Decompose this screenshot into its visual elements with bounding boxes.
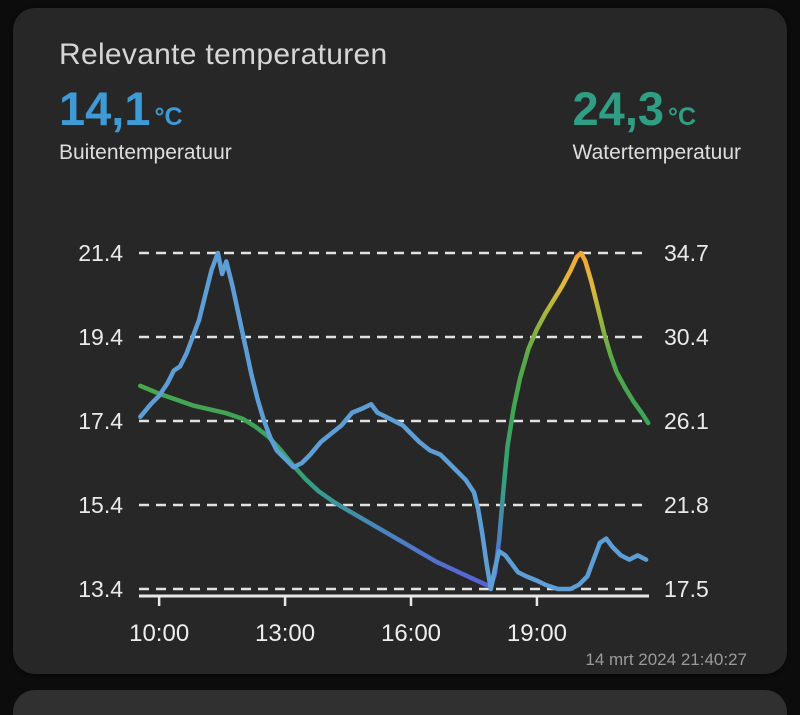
- water-temperature-unit: °C: [668, 103, 697, 131]
- temperature-chart[interactable]: 21.4 34.7 19.4 30.4 17.4 26.1 15.4 21.8 13.4 17.5…: [13, 8, 787, 674]
- temperature-card: Relevante temperaturen 14,1 °C Buitentem…: [13, 8, 787, 674]
- temperature-chart-svg[interactable]: 21.4 34.7 19.4 30.4 17.4 26.1 15.4 21.8 13.4 17.5…: [13, 8, 787, 674]
- outside-temperature-unit: °C: [154, 103, 183, 131]
- svg-text:16:00: 16:00: [381, 620, 441, 647]
- svg-text:21.4: 21.4: [78, 240, 123, 266]
- sensor-values-row: 14,1 °C Buitentemperatuur 24,3 °C Watert…: [59, 84, 741, 165]
- svg-text:30.4: 30.4: [664, 324, 709, 350]
- water-temperature-value: 24,3: [572, 82, 665, 135]
- outside-temperature-value-line: 14,1 °C: [59, 82, 232, 135]
- water-temperature-value-line: 24,3 °C: [572, 82, 741, 135]
- chart-timestamp: 14 mrt 2024 21:40:27: [585, 650, 747, 669]
- svg-text:17.4: 17.4: [78, 408, 123, 434]
- svg-text:34.7: 34.7: [664, 240, 709, 266]
- svg-text:21.8: 21.8: [664, 492, 709, 518]
- svg-text:19:00: 19:00: [507, 620, 567, 647]
- water-temperature-sensor[interactable]: 24,3 °C Watertemperatuur: [573, 84, 741, 165]
- outside-temperature-label: Buitentemperatuur: [59, 141, 232, 165]
- svg-text:13.4: 13.4: [78, 576, 123, 602]
- svg-text:19.4: 19.4: [78, 324, 123, 350]
- outside-temperature-sensor[interactable]: 14,1 °C Buitentemperatuur: [59, 84, 232, 165]
- svg-text:15.4: 15.4: [78, 492, 123, 518]
- water-temperature-label: Watertemperatuur: [572, 141, 741, 165]
- next-card-peek: [13, 690, 787, 715]
- card-title: Relevante temperaturen: [59, 38, 388, 71]
- svg-text:10:00: 10:00: [129, 620, 189, 647]
- svg-text:13:00: 13:00: [255, 620, 315, 647]
- svg-text:26.1: 26.1: [664, 408, 709, 434]
- outside-temperature-value: 14,1: [59, 82, 151, 135]
- svg-text:17.5: 17.5: [664, 576, 709, 602]
